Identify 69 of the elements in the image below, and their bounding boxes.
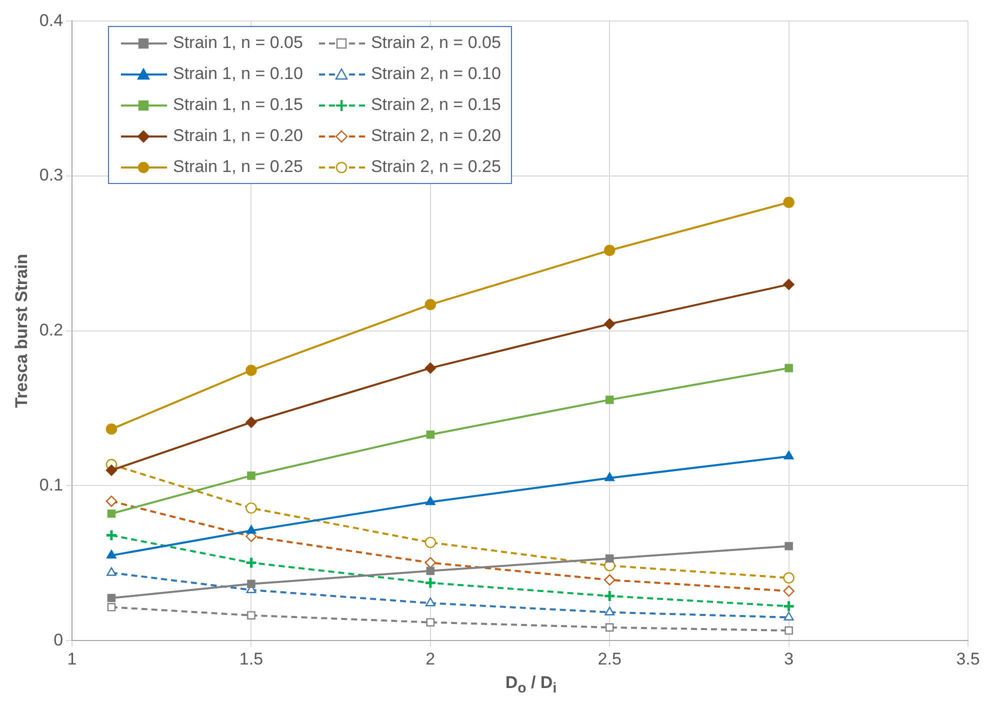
point (784, 626, 793, 635)
point (605, 396, 614, 404)
point (603, 590, 616, 602)
point (605, 623, 614, 632)
legend-label: Strain 1, n = 0.10 (173, 64, 303, 84)
legend-label: Strain 1, n = 0.05 (173, 33, 303, 53)
point (424, 536, 436, 548)
point (784, 364, 793, 372)
y-tick-label: 0.4 (39, 10, 64, 30)
point (426, 618, 435, 626)
point (604, 472, 615, 482)
point (784, 612, 794, 620)
point (107, 594, 116, 602)
legend-label: Strain 1, n = 0.25 (173, 157, 303, 177)
point (106, 464, 118, 476)
point (424, 576, 437, 590)
point (425, 598, 436, 606)
point (246, 502, 257, 514)
x-tick-label: 1 (67, 649, 77, 668)
point (604, 606, 615, 616)
point (425, 496, 436, 506)
point (247, 611, 256, 620)
legend-label: Strain 2, n = 0.05 (370, 33, 501, 53)
point (105, 529, 118, 542)
point (783, 278, 794, 290)
x-tick-label: 3.5 (956, 649, 980, 668)
point (246, 364, 257, 376)
y-tick-label: 0.1 (39, 475, 64, 494)
point (604, 574, 616, 586)
x-tick-label: 2 (426, 649, 436, 668)
point (106, 423, 118, 435)
legend-label: Strain 2, n = 0.20 (370, 126, 501, 146)
point (106, 496, 118, 507)
y-tick-label: 0.2 (39, 320, 64, 340)
y-axis-title: Tresca burst Strain (12, 254, 31, 408)
point (106, 550, 116, 559)
point (107, 603, 116, 612)
point (783, 572, 794, 584)
point (604, 244, 616, 256)
point (246, 416, 257, 428)
point (106, 567, 116, 576)
point (424, 298, 436, 310)
x-tick-label: 3 (784, 649, 794, 668)
point (244, 556, 258, 569)
point (424, 362, 436, 374)
point (426, 430, 435, 439)
point (604, 318, 616, 330)
point (784, 450, 794, 460)
point (783, 196, 794, 208)
legend-label: Strain 2, n = 0.25 (370, 157, 501, 177)
point (605, 554, 614, 563)
point (107, 509, 116, 518)
x-tick-label: 2.5 (598, 649, 622, 668)
point (782, 600, 796, 612)
legend-label: Strain 1, n = 0.15 (173, 95, 303, 115)
point (783, 585, 794, 597)
point (246, 525, 256, 534)
point (426, 566, 435, 576)
x-tick-label: 1.5 (239, 649, 264, 668)
point (247, 580, 256, 588)
point (247, 472, 256, 480)
y-tick-label: 0.3 (39, 166, 64, 185)
y-tick-label: 0 (54, 630, 64, 650)
x-axis-title: D$_{o}$ / D$_{i}$ (504, 673, 558, 696)
point (784, 542, 793, 550)
legend-label: Strain 2, n = 0.15 (370, 95, 501, 115)
point (424, 557, 436, 568)
legend-label: Strain 1, n = 0.20 (173, 126, 303, 146)
legend-label: Strain 2, n = 0.10 (370, 64, 501, 84)
